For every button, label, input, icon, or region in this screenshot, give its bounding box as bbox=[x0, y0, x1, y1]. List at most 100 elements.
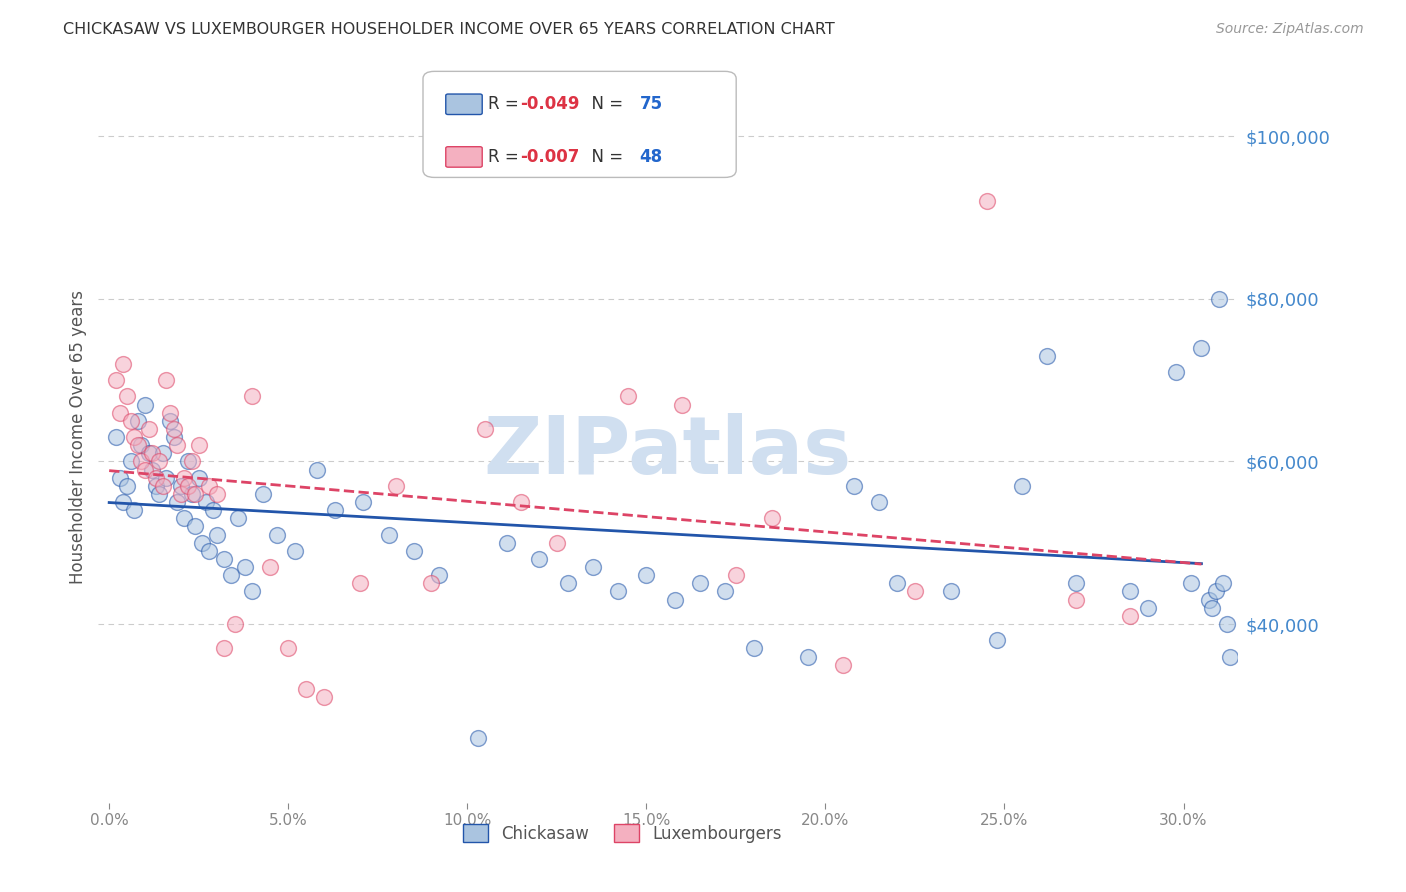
Point bbox=[832, 657, 855, 672]
Point bbox=[131, 438, 153, 452]
Point bbox=[212, 641, 235, 656]
Point bbox=[155, 373, 177, 387]
Point bbox=[191, 535, 214, 549]
Point bbox=[148, 487, 170, 501]
Text: N =: N = bbox=[581, 95, 628, 113]
Point bbox=[1136, 600, 1159, 615]
Text: -0.049: -0.049 bbox=[520, 95, 579, 113]
Point bbox=[796, 649, 818, 664]
FancyBboxPatch shape bbox=[423, 71, 737, 178]
Point bbox=[198, 544, 221, 558]
Point bbox=[886, 576, 908, 591]
Point bbox=[226, 511, 249, 525]
Point bbox=[115, 389, 138, 403]
Point bbox=[1198, 592, 1220, 607]
Point bbox=[976, 194, 998, 209]
Point bbox=[1212, 576, 1234, 591]
Point bbox=[148, 454, 170, 468]
Point bbox=[170, 487, 193, 501]
FancyBboxPatch shape bbox=[446, 146, 482, 167]
Point bbox=[138, 446, 160, 460]
Point bbox=[1064, 576, 1087, 591]
Point bbox=[162, 430, 184, 444]
Point bbox=[1205, 584, 1227, 599]
Point bbox=[467, 731, 489, 745]
Point bbox=[159, 414, 181, 428]
Point bbox=[689, 576, 711, 591]
Point bbox=[108, 406, 131, 420]
Point bbox=[155, 471, 177, 485]
Point bbox=[266, 527, 288, 541]
Point bbox=[173, 471, 195, 485]
Text: R =: R = bbox=[488, 148, 524, 166]
Point bbox=[284, 544, 307, 558]
Point bbox=[1208, 292, 1230, 306]
Point bbox=[259, 560, 281, 574]
Point bbox=[159, 406, 181, 420]
Point bbox=[187, 471, 209, 485]
Point bbox=[145, 471, 167, 485]
Point bbox=[1180, 576, 1202, 591]
Point bbox=[671, 398, 693, 412]
Point bbox=[557, 576, 579, 591]
Point bbox=[162, 422, 184, 436]
Point bbox=[112, 495, 135, 509]
Point bbox=[194, 495, 217, 509]
Y-axis label: Householder Income Over 65 years: Householder Income Over 65 years bbox=[69, 290, 87, 584]
Point bbox=[1119, 608, 1142, 623]
Point bbox=[180, 454, 202, 468]
Point bbox=[205, 487, 228, 501]
Point bbox=[312, 690, 335, 705]
Text: CHICKASAW VS LUXEMBOURGER HOUSEHOLDER INCOME OVER 65 YEARS CORRELATION CHART: CHICKASAW VS LUXEMBOURGER HOUSEHOLDER IN… bbox=[63, 22, 835, 37]
Point bbox=[495, 535, 517, 549]
Text: N =: N = bbox=[581, 148, 628, 166]
Point bbox=[377, 527, 399, 541]
Point bbox=[402, 544, 425, 558]
Point bbox=[166, 438, 188, 452]
Text: 75: 75 bbox=[640, 95, 662, 113]
Point bbox=[277, 641, 299, 656]
Point bbox=[184, 487, 207, 501]
Point bbox=[141, 446, 163, 460]
Text: R =: R = bbox=[488, 95, 524, 113]
Point bbox=[617, 389, 640, 403]
Point bbox=[105, 430, 128, 444]
Point bbox=[474, 422, 496, 436]
Point bbox=[1166, 365, 1188, 379]
Point bbox=[152, 479, 174, 493]
Point bbox=[198, 479, 221, 493]
Point bbox=[323, 503, 346, 517]
Point bbox=[145, 479, 167, 493]
Point bbox=[939, 584, 962, 599]
Point bbox=[352, 495, 374, 509]
Point bbox=[242, 389, 264, 403]
Point bbox=[112, 357, 135, 371]
Point bbox=[115, 479, 138, 493]
Point bbox=[295, 681, 318, 696]
Text: 48: 48 bbox=[640, 148, 662, 166]
Point bbox=[384, 479, 406, 493]
Point bbox=[212, 552, 235, 566]
Point bbox=[177, 454, 200, 468]
Point bbox=[120, 414, 142, 428]
Point bbox=[120, 454, 142, 468]
Point bbox=[138, 422, 160, 436]
Point bbox=[714, 584, 737, 599]
Point bbox=[219, 568, 242, 582]
Point bbox=[134, 462, 156, 476]
Point bbox=[742, 641, 765, 656]
Point bbox=[761, 511, 783, 525]
Point bbox=[546, 535, 568, 549]
Point bbox=[1215, 617, 1237, 632]
Point bbox=[1036, 349, 1059, 363]
Point bbox=[224, 617, 246, 632]
FancyBboxPatch shape bbox=[446, 94, 482, 114]
Point bbox=[305, 462, 328, 476]
Point bbox=[510, 495, 533, 509]
Point bbox=[170, 479, 193, 493]
Point bbox=[606, 584, 628, 599]
Point bbox=[252, 487, 274, 501]
Point bbox=[202, 503, 225, 517]
Point bbox=[233, 560, 256, 574]
Point bbox=[527, 552, 550, 566]
